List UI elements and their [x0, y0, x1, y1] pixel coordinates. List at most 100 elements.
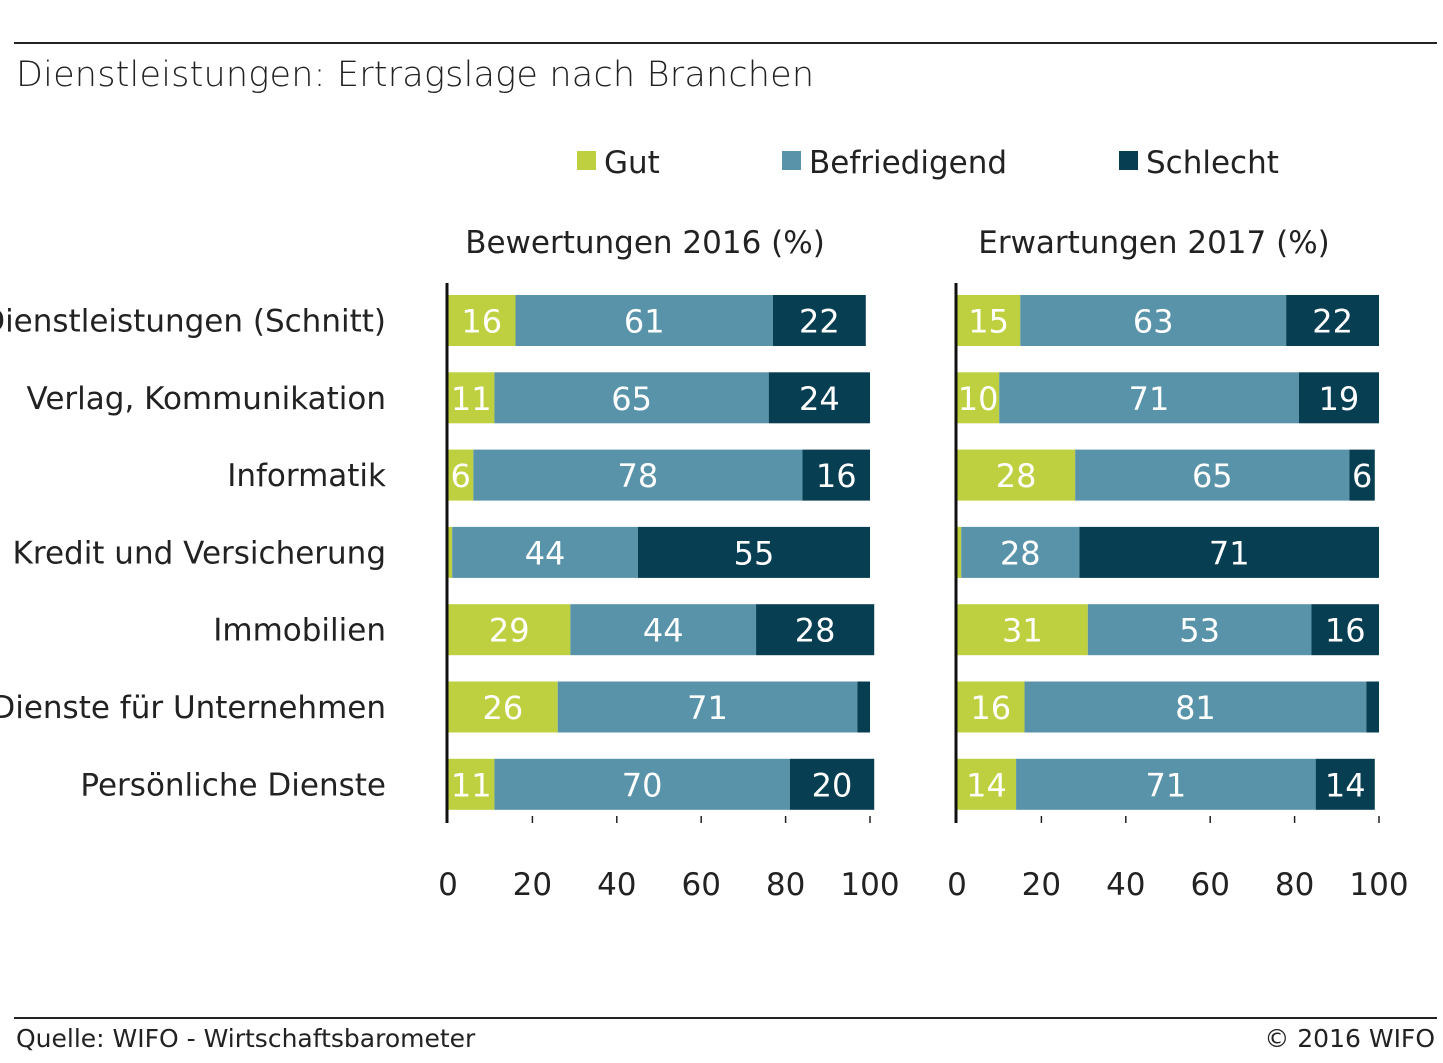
category-label: Dienste für Unternehmen: [0, 690, 386, 726]
x-tick-label: 100: [840, 867, 899, 903]
bar-value-label: 71: [1209, 534, 1250, 572]
bar-segment-befriedigend: [1020, 295, 1287, 346]
category-label: Kredit und Versicherung: [13, 535, 386, 571]
chart-title: Dienstleistungen: Ertragslage nach Branc…: [16, 55, 815, 95]
x-tick-label: 100: [1349, 867, 1408, 903]
bar-value-label: 53: [1179, 612, 1220, 650]
bar-segment-schlecht: [857, 681, 870, 733]
category-label: Persönliche Dienste: [80, 767, 386, 803]
bar-segment-gut: [448, 681, 558, 733]
bar-value-label: 14: [1325, 766, 1366, 804]
category-label: Dienstleistungen (Schnitt): [0, 304, 386, 340]
bar-segment-gut: [448, 295, 516, 346]
chart-canvas: Gut Befriedigend Schlecht Dienstleistungen …: [0, 145, 1409, 903]
x-tick-label: 60: [681, 867, 720, 903]
bar-value-label: 16: [1325, 612, 1366, 650]
category-label: Immobilien: [213, 613, 386, 649]
footer-source: Quelle: WIFO - Wirtschaftsbarometer: [16, 1024, 476, 1053]
bar-value-label: 15: [968, 303, 1009, 341]
bar-value-label: 44: [525, 534, 566, 572]
bar-value-label: 11: [451, 766, 492, 804]
x-tick-label: 20: [513, 867, 552, 903]
bar-segment-schlecht: [789, 758, 875, 810]
bar-segment-schlecht: [772, 295, 866, 346]
bar-segment-befriedigend: [1087, 604, 1312, 656]
bar-value-label: 71: [1129, 380, 1170, 418]
x-tick-label: 80: [1275, 867, 1314, 903]
bar-segment-befriedigend: [570, 604, 757, 656]
bar-segment-befriedigend: [1024, 681, 1367, 733]
bar-segment-schlecht: [1311, 604, 1379, 656]
bar-value-label: 28: [1000, 534, 1041, 572]
bar-segment-schlecht: [1298, 372, 1379, 424]
bar-segment-gut: [957, 449, 1076, 501]
bar-value-label: 61: [624, 303, 665, 341]
bar-segment-schlecht: [768, 372, 870, 424]
bar-value-label: 78: [618, 457, 659, 495]
legend-swatch-gut: [577, 151, 596, 170]
bar-segment-schlecht: [756, 604, 875, 656]
bar-segment-befriedigend: [1016, 758, 1316, 810]
bar-segment-gut: [957, 526, 962, 578]
bar-segment-schlecht: [637, 526, 870, 578]
bar-segment-befriedigend: [473, 449, 803, 501]
bar-segment-schlecht: [1366, 681, 1379, 733]
bar-value-label: 55: [734, 534, 775, 572]
x-tick-label: 0: [438, 867, 458, 903]
bar-segment-gut: [957, 372, 1000, 424]
bar-segment-schlecht: [1286, 295, 1379, 346]
bar-segment-gut: [957, 681, 1025, 733]
bar-segment-gut: [957, 604, 1088, 656]
bar-value-label: 44: [643, 612, 684, 650]
panel-title: Erwartungen 2017 (%): [978, 225, 1330, 261]
bar-value-label: 20: [812, 766, 853, 804]
bar-segment-gut: [957, 295, 1021, 346]
bar-value-label: 29: [489, 612, 530, 650]
bar-value-label: 10: [958, 380, 999, 418]
bar-segment-befriedigend: [999, 372, 1299, 424]
bar-value-label: 6: [1352, 457, 1372, 495]
bar-value-label: 16: [970, 689, 1011, 727]
bar-value-label: 16: [461, 303, 502, 341]
x-tick-label: 80: [766, 867, 805, 903]
category-label: Verlag, Kommunikation: [27, 381, 386, 417]
bar-segment-befriedigend: [452, 526, 638, 578]
bar-value-label: 6: [450, 457, 470, 495]
legend-label-gut: Gut: [604, 145, 660, 181]
bar-segment-schlecht: [802, 449, 870, 501]
footer-copyright: © 2016 WIFO: [1264, 1024, 1435, 1053]
bar-value-label: 31: [1002, 612, 1043, 650]
legend-swatch-befriedigend: [782, 151, 801, 170]
bar-value-label: 14: [966, 766, 1007, 804]
x-tick-label: 0: [947, 867, 967, 903]
bar-segment-gut: [448, 372, 495, 424]
bar-segment-gut: [448, 758, 495, 810]
bar-value-label: 65: [611, 380, 652, 418]
bar-segment-gut: [957, 758, 1017, 810]
category-label: Informatik: [227, 458, 386, 494]
bar-value-label: 22: [799, 303, 840, 341]
bar-segment-schlecht: [1315, 758, 1375, 810]
legend-swatch-schlecht: [1119, 151, 1138, 170]
x-tick-label: 40: [1106, 867, 1145, 903]
bar-value-label: 19: [1319, 380, 1360, 418]
bar-value-label: 81: [1175, 689, 1216, 727]
bar-segment-befriedigend: [557, 681, 858, 733]
bar-value-label: 70: [622, 766, 663, 804]
bottom-rule: [14, 1017, 1437, 1019]
x-tick-label: 20: [1022, 867, 1061, 903]
bar-value-label: 28: [996, 457, 1037, 495]
bar-segment-befriedigend: [515, 295, 773, 346]
bar-segment-gut: [448, 604, 571, 656]
bar-segment-gut: [448, 526, 453, 578]
bar-value-label: 71: [1146, 766, 1187, 804]
bar-segment-schlecht: [1079, 526, 1379, 578]
panel-title: Bewertungen 2016 (%): [465, 225, 825, 261]
bar-value-label: 24: [799, 380, 840, 418]
bar-value-label: 71: [687, 689, 728, 727]
bar-value-label: 65: [1192, 457, 1233, 495]
bar-value-label: 26: [483, 689, 524, 727]
bar-segment-befriedigend: [494, 758, 790, 810]
x-tick-label: 40: [597, 867, 636, 903]
bar-value-label: 28: [795, 612, 836, 650]
